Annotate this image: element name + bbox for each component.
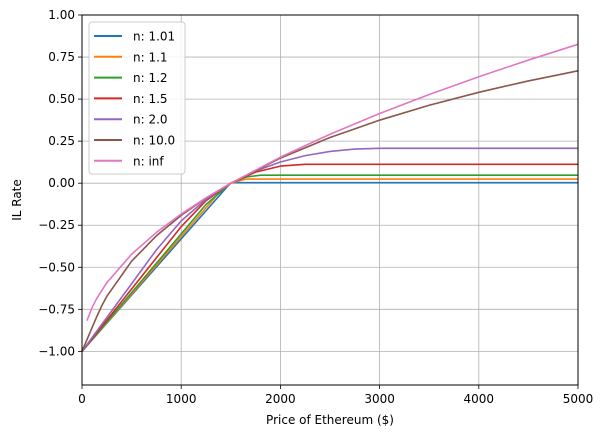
x-axis-ticks: 0 1000 2000 3000 4000 5000 — [78, 385, 593, 406]
legend-label: n: inf — [133, 154, 164, 168]
x-tick-label: 3000 — [364, 392, 395, 406]
y-tick-label: −0.75 — [38, 302, 75, 316]
y-tick-label: 1.00 — [48, 8, 75, 22]
y-tick-label: 0.75 — [48, 50, 75, 64]
x-tick-label: 0 — [78, 392, 86, 406]
legend-label: n: 1.2 — [133, 71, 168, 85]
legend-label: n: 1.5 — [133, 92, 168, 106]
y-axis-ticks: −1.00 −0.75 −0.50 −0.25 0.00 0.25 0.50 0.75 1.00 — [38, 8, 82, 358]
series-line-n-2-0 — [81, 147, 578, 352]
y-tick-label: 0.50 — [48, 92, 75, 106]
series-line-n-1-1 — [81, 178, 578, 352]
x-axis-label: Price of Ethereum ($) — [266, 413, 394, 427]
x-tick-label: 5000 — [563, 392, 594, 406]
legend: n: 1.01 n: 1.1 n: 1.2 n: 1.5 n: 2.0 n: 10.0 n:… — [88, 21, 186, 175]
series-line-n-inf — [86, 43, 579, 321]
y-axis-label: IL Rate — [10, 179, 24, 221]
series-line-n-1-5 — [81, 163, 578, 352]
legend-label: n: 1.01 — [133, 30, 175, 44]
x-tick-label: 1000 — [166, 392, 197, 406]
y-tick-label: −0.25 — [38, 218, 75, 232]
series-lines — [81, 43, 579, 352]
legend-box — [88, 21, 186, 175]
series-line-n-1-2 — [81, 174, 578, 352]
x-tick-label: 4000 — [464, 392, 495, 406]
plot-frame — [81, 14, 579, 386]
x-tick-label: 2000 — [265, 392, 296, 406]
legend-label: n: 1.1 — [133, 50, 168, 64]
legend-label: n: 10.0 — [133, 134, 175, 148]
y-tick-label: −0.50 — [38, 260, 75, 274]
y-tick-label: −1.00 — [38, 344, 75, 358]
y-tick-label: 0.00 — [48, 176, 75, 190]
y-tick-label: 0.25 — [48, 134, 75, 148]
legend-label: n: 2.0 — [133, 113, 168, 127]
